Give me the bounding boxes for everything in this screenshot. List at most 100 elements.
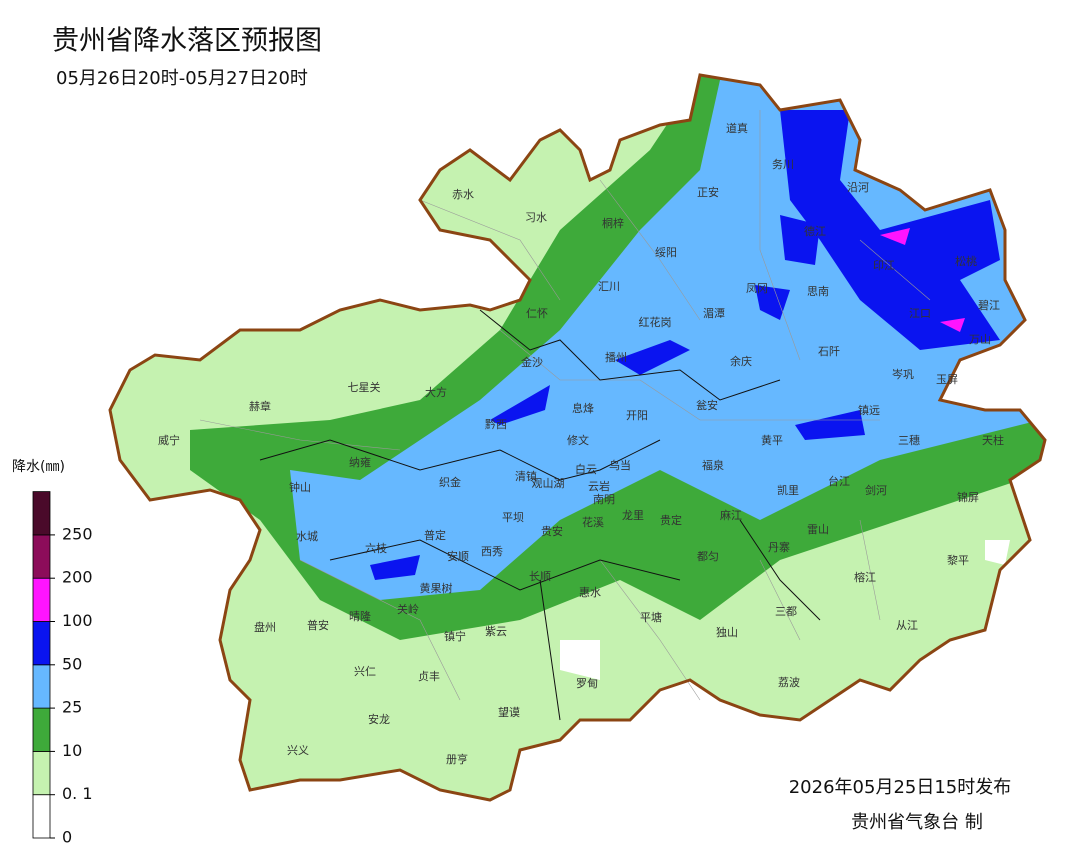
place-label: 钟山 bbox=[289, 480, 311, 494]
place-label: 贵定 bbox=[660, 513, 682, 527]
place-label: 凯里 bbox=[777, 484, 799, 497]
place-label: 贵安 bbox=[541, 524, 563, 538]
place-label: 石阡 bbox=[818, 345, 840, 358]
place-label: 道真 bbox=[726, 121, 748, 135]
place-label: 福泉 bbox=[702, 458, 724, 472]
place-label: 兴义 bbox=[287, 744, 309, 757]
place-label: 绥阳 bbox=[655, 246, 677, 259]
place-label: 龙里 bbox=[622, 509, 644, 522]
place-label: 松桃 bbox=[955, 254, 977, 268]
place-label: 务川 bbox=[772, 158, 794, 171]
place-label: 云岩 bbox=[588, 479, 610, 493]
legend-band bbox=[32, 707, 51, 752]
place-label: 清镇 bbox=[515, 469, 537, 483]
place-label: 白云 bbox=[575, 462, 597, 476]
legend-tick-label: 200 bbox=[62, 568, 93, 587]
legend-band bbox=[32, 664, 51, 709]
place-label: 岑巩 bbox=[892, 368, 914, 381]
legend-tick-label: 25 bbox=[62, 698, 82, 717]
legend: 0 0. 1 10 25 50 100 200 250 bbox=[32, 491, 93, 847]
place-label: 仁怀 bbox=[526, 307, 548, 320]
place-label: 碧江 bbox=[978, 299, 1000, 312]
place-label: 普安 bbox=[307, 618, 329, 632]
place-label: 兴仁 bbox=[354, 665, 376, 678]
place-label: 盘州 bbox=[254, 620, 276, 634]
place-label: 正安 bbox=[697, 185, 719, 199]
place-label: 瓮安 bbox=[696, 398, 718, 412]
place-label: 黎平 bbox=[947, 553, 969, 567]
place-label: 玉屏 bbox=[936, 373, 958, 386]
place-label: 印江 bbox=[873, 259, 895, 272]
place-label: 剑河 bbox=[865, 483, 887, 497]
place-label: 七星关 bbox=[348, 380, 381, 394]
place-label: 长顺 bbox=[529, 570, 551, 583]
place-label: 习水 bbox=[525, 211, 547, 224]
place-label: 惠水 bbox=[579, 585, 601, 599]
place-label: 凤冈 bbox=[746, 282, 768, 295]
place-label: 赫章 bbox=[249, 399, 271, 413]
legend-title: 降水(㎜) bbox=[12, 459, 65, 475]
place-label: 锦屏 bbox=[957, 490, 979, 504]
legend-band bbox=[32, 491, 51, 536]
place-label: 水城 bbox=[296, 530, 318, 543]
place-label: 荔波 bbox=[778, 676, 800, 689]
place-label: 丹寨 bbox=[768, 540, 790, 554]
place-label: 余庆 bbox=[730, 354, 752, 368]
legend-band bbox=[32, 577, 51, 622]
place-label: 思南 bbox=[807, 285, 829, 298]
place-label: 三穗 bbox=[898, 434, 920, 447]
place-label: 六枝 bbox=[365, 541, 387, 555]
legend-band bbox=[32, 534, 51, 579]
place-label: 万山 bbox=[969, 333, 991, 346]
legend-tick-label: 250 bbox=[62, 524, 93, 543]
place-label: 大方 bbox=[425, 385, 447, 399]
title: 贵州省降水落区预报图 bbox=[52, 26, 322, 57]
place-label: 麻江 bbox=[720, 508, 742, 522]
legend-band bbox=[32, 621, 51, 666]
place-label: 紫云 bbox=[485, 625, 507, 638]
place-label: 播州 bbox=[605, 350, 627, 364]
place-label: 江口 bbox=[909, 307, 931, 320]
place-label: 纳雍 bbox=[349, 455, 371, 469]
place-label: 南明 bbox=[593, 493, 615, 506]
subtitle: 05月26日20时-05月27日20时 bbox=[56, 68, 308, 89]
legend-tick-label: 0 bbox=[62, 828, 72, 847]
place-label: 贞丰 bbox=[418, 669, 440, 683]
legend-tick-label: 50 bbox=[62, 654, 82, 673]
place-label: 普定 bbox=[424, 528, 446, 542]
legend-band bbox=[32, 794, 51, 839]
place-label: 独山 bbox=[716, 626, 738, 639]
place-label: 沿河 bbox=[847, 181, 869, 194]
place-label: 平坝 bbox=[502, 510, 524, 524]
place-label: 从江 bbox=[896, 619, 918, 632]
place-label: 天柱 bbox=[982, 433, 1004, 447]
place-label: 都匀 bbox=[697, 550, 719, 563]
place-label: 息烽 bbox=[572, 401, 594, 415]
place-label: 湄潭 bbox=[703, 307, 725, 320]
place-label: 关岭 bbox=[397, 602, 419, 616]
legend-band bbox=[32, 751, 51, 796]
place-label: 镇宁 bbox=[444, 629, 466, 643]
place-label: 册亨 bbox=[446, 752, 468, 766]
place-label: 观山湖 bbox=[532, 477, 565, 490]
place-label: 罗甸 bbox=[576, 677, 598, 690]
place-label: 威宁 bbox=[158, 433, 180, 447]
issue-time: 2026年05月25日15时发布 bbox=[789, 777, 1012, 798]
place-label: 榕江 bbox=[854, 570, 876, 584]
county-borders bbox=[199, 110, 931, 701]
place-label: 修文 bbox=[567, 433, 589, 447]
legend-tick-label: 0. 1 bbox=[62, 784, 93, 803]
place-label: 安顺 bbox=[447, 549, 469, 563]
map bbox=[108, 73, 1047, 802]
place-label: 晴隆 bbox=[349, 609, 371, 623]
place-label: 德江 bbox=[804, 224, 826, 238]
place-label: 台江 bbox=[828, 474, 850, 488]
place-label: 花溪 bbox=[582, 516, 604, 529]
place-label: 黄平 bbox=[761, 433, 783, 447]
place-label: 三都 bbox=[775, 605, 797, 618]
place-label: 镇远 bbox=[858, 403, 880, 417]
place-label: 安龙 bbox=[368, 712, 390, 726]
city-borders bbox=[259, 309, 821, 721]
